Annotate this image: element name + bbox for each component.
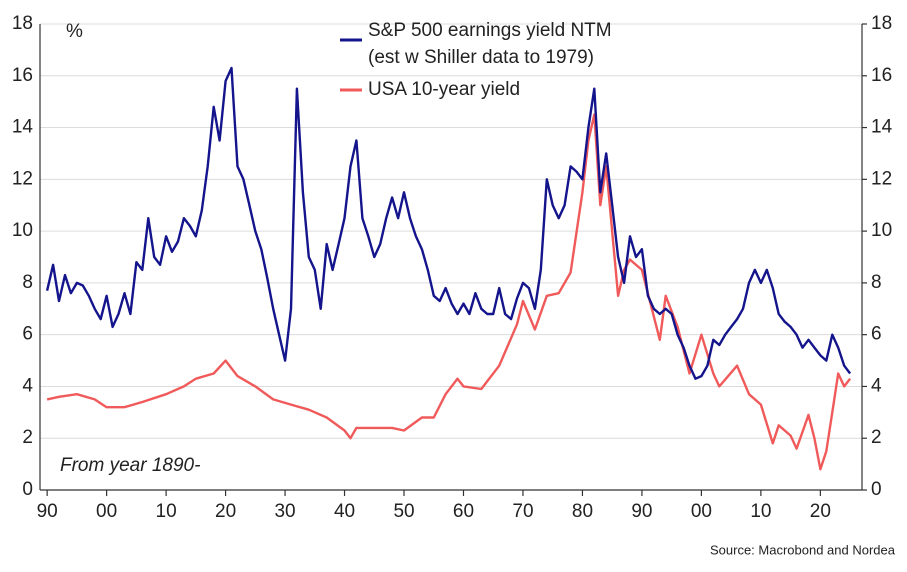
- series-line: [46, 113, 852, 471]
- y2-tick-label: 6: [871, 324, 882, 345]
- y-tick-label: 4: [22, 375, 33, 396]
- x-tick-label: 00: [96, 501, 117, 522]
- y2-tick-label: 10: [871, 220, 892, 241]
- y-tick-label: 14: [12, 117, 34, 138]
- x-tick-label: 30: [274, 501, 295, 522]
- legend-note: (est w Shiller data to 1979): [368, 47, 594, 68]
- x-tick-label: 60: [453, 501, 474, 522]
- y-tick-label: 18: [12, 13, 33, 34]
- x-tick-label: 90: [631, 501, 652, 522]
- y-tick-label: 6: [22, 324, 33, 345]
- x-tick-label: 20: [810, 501, 831, 522]
- y2-tick-label: 0: [871, 479, 882, 500]
- y-tick-label: 16: [12, 65, 33, 86]
- x-tick-label: 10: [156, 501, 177, 522]
- y-tick-label: 10: [12, 220, 33, 241]
- x-tick-label: 20: [215, 501, 236, 522]
- x-tick-label: 40: [334, 501, 355, 522]
- unit-label: %: [66, 21, 83, 42]
- x-tick-label: 10: [750, 501, 771, 522]
- y2-tick-label: 8: [871, 272, 882, 293]
- x-tick-label: 70: [512, 501, 533, 522]
- x-tick-label: 90: [37, 501, 58, 522]
- x-tick-label: 50: [393, 501, 414, 522]
- x-tick-label: 80: [572, 501, 593, 522]
- y2-tick-label: 16: [871, 65, 892, 86]
- y2-tick-label: 4: [871, 375, 882, 396]
- y2-tick-label: 2: [871, 427, 882, 448]
- y-tick-label: 2: [22, 427, 33, 448]
- y2-tick-label: 18: [871, 13, 892, 34]
- y-tick-label: 8: [22, 272, 33, 293]
- y-tick-label: 0: [22, 479, 33, 500]
- legend-label: S&P 500 earnings yield NTM: [368, 20, 612, 41]
- y-tick-label: 12: [12, 168, 33, 189]
- legend-label: USA 10-year yield: [368, 79, 520, 100]
- series-line: [45, 66, 852, 380]
- y2-tick-label: 14: [871, 117, 893, 138]
- annotation: From year 1890-: [60, 455, 200, 476]
- x-tick-label: 00: [691, 501, 712, 522]
- source: Source: Macrobond and Nordea: [710, 542, 896, 557]
- y2-tick-label: 12: [871, 168, 892, 189]
